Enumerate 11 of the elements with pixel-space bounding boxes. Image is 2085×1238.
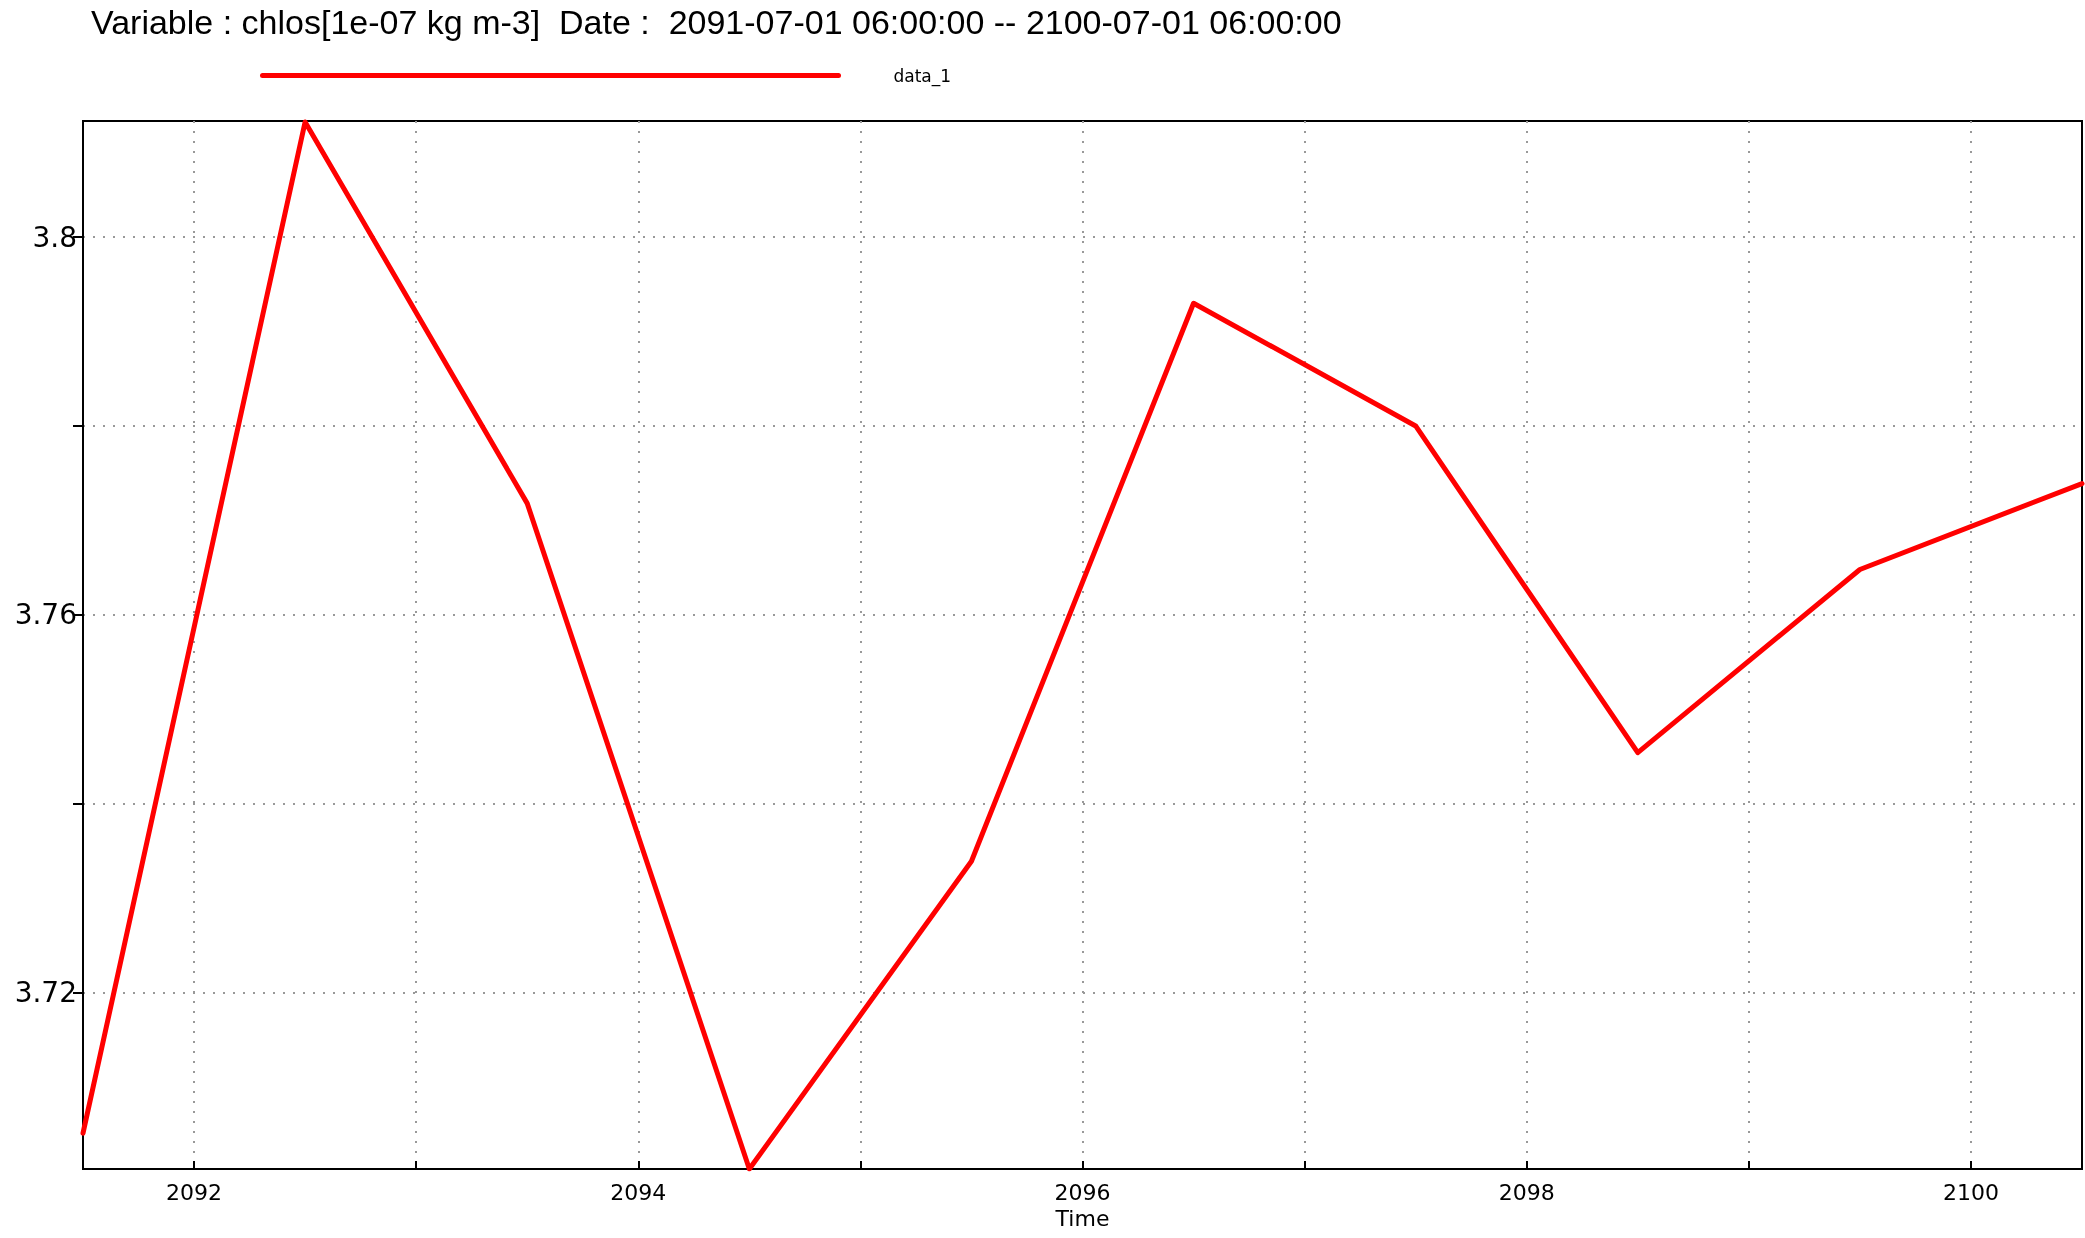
x-tick-label: 2092: [166, 1179, 223, 1205]
x-tick-label: 2098: [1498, 1179, 1555, 1205]
x-tick-label: 2096: [1054, 1179, 1111, 1205]
y-tick-label: 3.76: [14, 598, 77, 632]
chart-title: Variable : chlos[1e-07 kg m-3] Date : 2091-07-01 06:00:00 -- 2100-07-01 06:00:00: [91, 3, 1342, 41]
x-axis-title: Time: [1054, 1206, 1110, 1232]
text: data_1: [893, 65, 952, 87]
y-tick-label: 3.72: [14, 975, 77, 1009]
y-tick-label: 3.8: [32, 220, 77, 254]
x-tick-label: 2094: [610, 1179, 667, 1205]
x-tick-label: 2100: [1942, 1179, 1999, 1205]
